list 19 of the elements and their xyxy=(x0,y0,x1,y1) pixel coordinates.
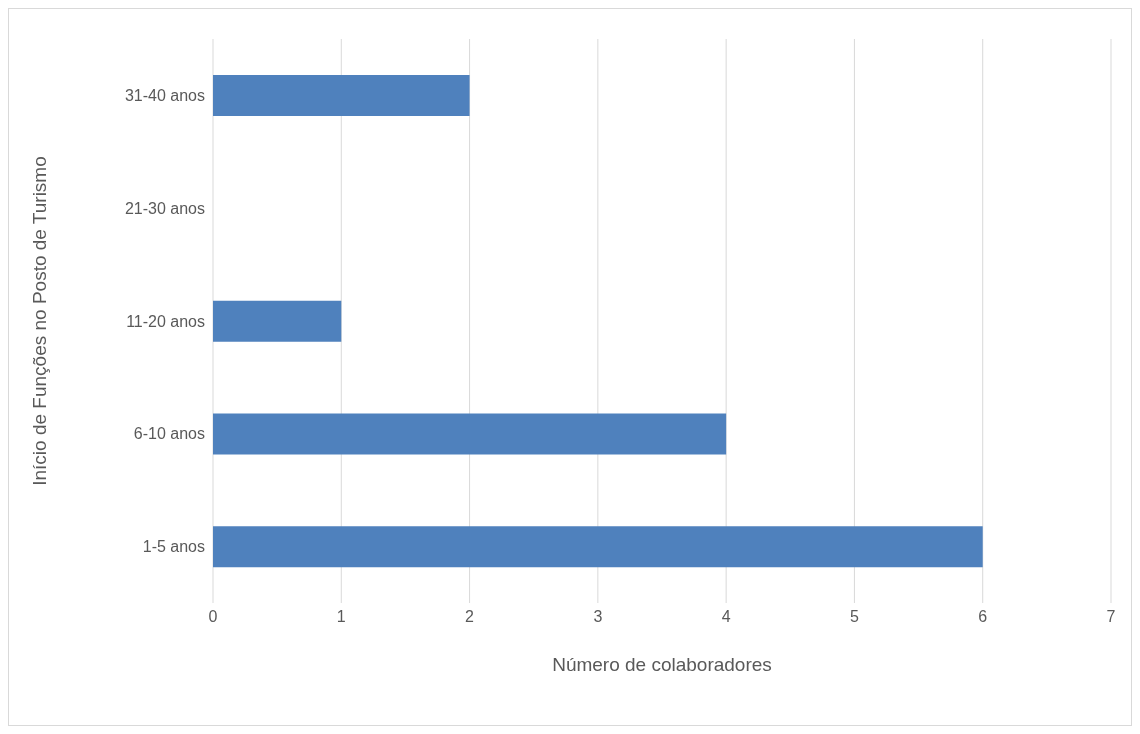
y-tick-label: 1-5 anos xyxy=(142,538,205,556)
bar xyxy=(213,526,983,568)
x-tick-label: 6 xyxy=(978,608,988,626)
x-tick-label: 7 xyxy=(1106,608,1116,626)
x-axis-title: Número de colaboradores xyxy=(552,654,772,675)
y-axis-title: Início de Funções no Posto de Turismo xyxy=(28,156,50,486)
bar xyxy=(213,413,727,455)
y-tick-label: 31-40 anos xyxy=(124,87,205,105)
y-tick-label: 11-20 anos xyxy=(126,312,205,330)
y-tick-label: 21-30 anos xyxy=(124,199,205,217)
x-tick-label: 1 xyxy=(336,608,346,626)
bar xyxy=(213,300,342,342)
y-tick-label: 6-10 anos xyxy=(133,425,205,443)
bar xyxy=(213,75,470,117)
x-tick-label: 2 xyxy=(465,608,475,626)
x-tick-label: 5 xyxy=(849,608,859,626)
x-tick-label: 0 xyxy=(208,608,218,626)
x-tick-label: 3 xyxy=(593,608,603,626)
x-tick-label: 4 xyxy=(721,608,731,626)
